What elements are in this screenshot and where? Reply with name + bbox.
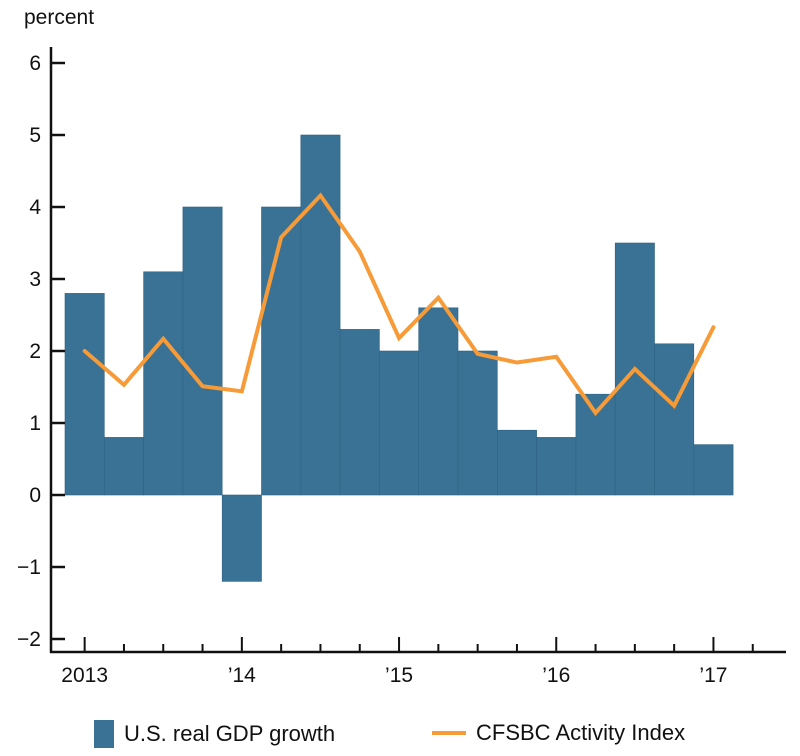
chart-plot: 6 5 4 3 2 1 0 −1 −2 2013 ’14 ’15 ’16 ’17	[17, 47, 786, 687]
bar-2013Q4	[182, 206, 223, 496]
y-axis-unit-label: percent	[24, 6, 95, 29]
line-layer	[82, 192, 716, 417]
y-tick-label: 2	[29, 340, 41, 363]
x-tick-label: ’17	[699, 664, 727, 687]
legend-swatch-bar	[94, 720, 114, 748]
bar-2016Q4	[654, 343, 695, 496]
bars-layer	[64, 134, 734, 582]
legend-swatch-line	[432, 731, 466, 735]
x-tick-label: ’16	[542, 664, 570, 687]
y-tick-label: −2	[17, 628, 41, 651]
legend-label-cfsbc: CFSBC Activity Index	[476, 720, 686, 745]
x-tick-label: ’15	[385, 664, 413, 687]
legend-item-gdp: U.S. real GDP growth	[94, 720, 335, 748]
bar-2013Q1	[64, 293, 105, 496]
axes-layer: 6 5 4 3 2 1 0 −1 −2 2013 ’14 ’15 ’16 ’17	[17, 47, 786, 687]
bar-2015Q4	[496, 429, 537, 496]
legend-item-cfsbc: CFSBC Activity Index	[432, 720, 685, 746]
legend-label-gdp: U.S. real GDP growth	[124, 721, 336, 746]
legend: U.S. real GDP growth CFSBC Activity Inde…	[0, 720, 800, 756]
bar-2016Q1	[536, 437, 577, 496]
y-tick-label: 6	[29, 52, 41, 75]
y-tick-label: 5	[29, 124, 41, 147]
bar-2013Q3	[143, 271, 184, 496]
bar-2015Q2	[418, 307, 459, 496]
bar-2015Q1	[379, 350, 419, 496]
bar-2014Q2	[261, 206, 302, 496]
bar-2016Q2	[575, 393, 616, 496]
y-tick-label: 1	[29, 412, 41, 435]
bar-2014Q4	[339, 329, 380, 496]
bar-2013Q2	[104, 437, 144, 496]
bar-2014Q3	[300, 134, 341, 496]
bar-2014Q1	[221, 494, 262, 582]
bar-2017Q1	[693, 444, 734, 496]
x-tick-label: ’14	[228, 664, 256, 687]
x-tick-label: 2013	[61, 664, 108, 687]
y-tick-label: 4	[29, 196, 41, 219]
y-tick-label: 3	[29, 268, 41, 291]
bar-2015Q3	[457, 350, 498, 496]
y-tick-label: 0	[29, 484, 41, 507]
y-tick-label: −1	[17, 556, 41, 579]
